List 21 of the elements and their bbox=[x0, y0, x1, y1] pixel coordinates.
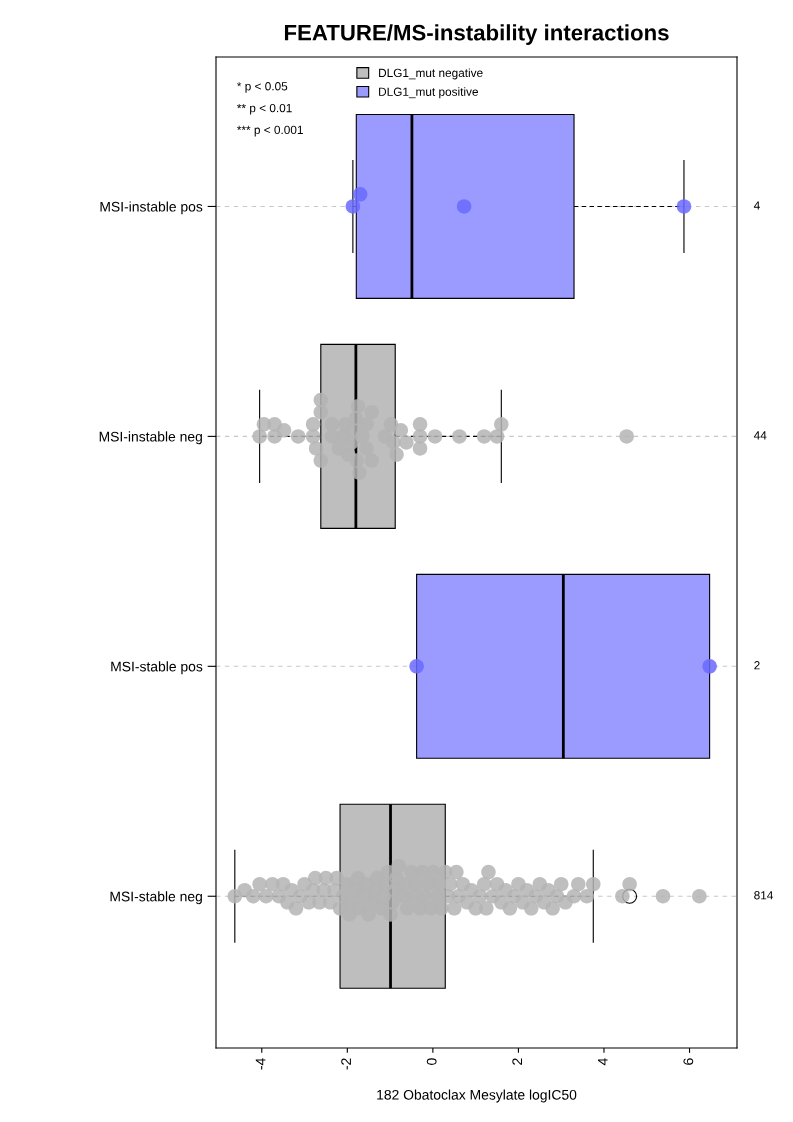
annotation: *** p < 0.001 bbox=[237, 125, 303, 137]
text: 44 bbox=[753, 431, 767, 440]
y-tick-label: MSI-instable neg bbox=[99, 431, 202, 445]
y-tick-label: MSI-stable pos bbox=[111, 661, 203, 675]
text: 4 bbox=[753, 201, 760, 210]
y-tick-label: MSI-stable neg bbox=[110, 891, 202, 905]
x-tick-label: 2 bbox=[512, 1058, 523, 1065]
x-tick-label: -4 bbox=[255, 1058, 266, 1070]
annotation: ** p < 0.01 bbox=[237, 103, 292, 115]
y-tick-label: MSI-instable pos bbox=[100, 201, 203, 215]
x-tick-label: 6 bbox=[683, 1058, 694, 1065]
text: 814 bbox=[754, 891, 774, 900]
text: 2 bbox=[754, 661, 760, 670]
chart-title: FEATURE/MS-instability interactions bbox=[284, 24, 669, 45]
legend-label: DLG1_mut positive bbox=[379, 87, 478, 99]
x-tick-label: 0 bbox=[426, 1058, 437, 1065]
x-tick-label: -2 bbox=[341, 1058, 351, 1070]
legend-label: DLG1_mut negative bbox=[379, 68, 483, 80]
x-tick-label: 4 bbox=[598, 1058, 608, 1066]
x-axis-title: 182 Obatoclax Mesylate logIC50 bbox=[377, 1089, 577, 1103]
annotation: * p < 0.05 bbox=[237, 82, 288, 93]
